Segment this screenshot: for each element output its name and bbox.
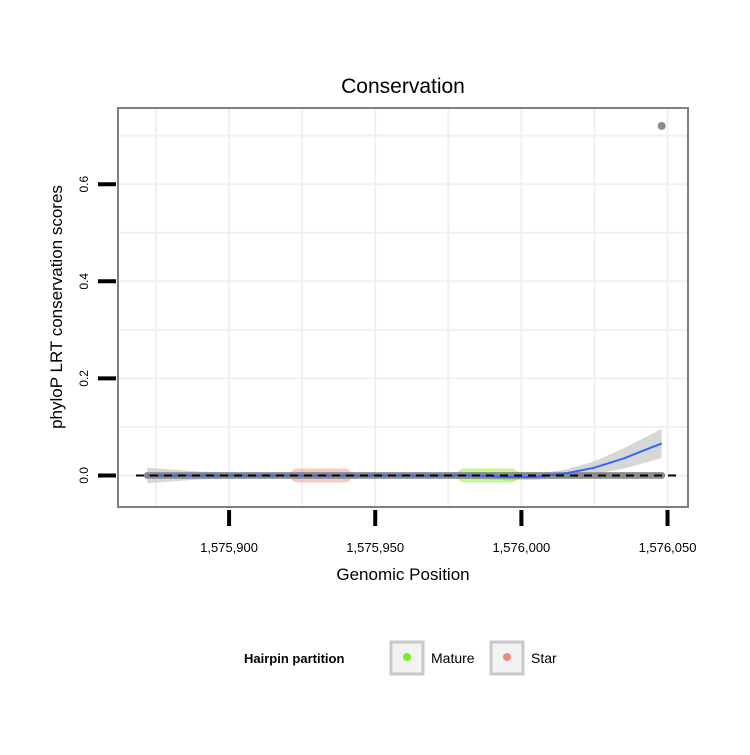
legend-label-mature: Mature — [431, 650, 475, 666]
legend-key-star — [489, 640, 525, 676]
legend-label-star: Star — [531, 650, 557, 666]
chart-title: Conservation — [341, 75, 465, 98]
y-tick-label: 0.6 — [77, 176, 91, 193]
x-tick-label: 1,576,000 — [492, 540, 550, 555]
x-axis-label: Genomic Position — [336, 565, 469, 584]
smooth-line — [136, 442, 680, 478]
plot-panel-border — [117, 107, 689, 508]
legend-marker-mature — [403, 653, 411, 661]
y-tick-label: 0.2 — [77, 370, 91, 387]
legend: Hairpin partition Mature Star — [244, 640, 557, 676]
data-point-outlier — [657, 121, 666, 130]
axes: 1,575,900 1,575,950 1,576,000 1,576,050 0.0 0… — [77, 176, 696, 555]
x-tick-label: 1,575,950 — [346, 540, 404, 555]
legend-title: Hairpin partition — [244, 651, 344, 666]
y-tick-label: 0.0 — [77, 467, 91, 484]
y-tick-label: 0.4 — [77, 273, 91, 290]
legend-marker-star — [503, 653, 511, 661]
x-tick-label: 1,576,050 — [639, 540, 697, 555]
x-tick-label: 1,575,900 — [200, 540, 258, 555]
y-axis-label: phyloP LRT conservation scores — [47, 185, 66, 429]
